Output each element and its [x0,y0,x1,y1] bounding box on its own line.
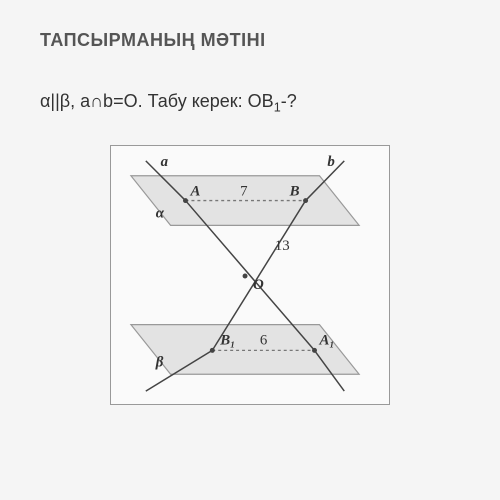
task-heading: ТАПСЫРМАНЫҢ МӘТІНІ [40,30,460,51]
problem-subscript: 1 [274,101,281,115]
svg-text:A: A [189,183,200,199]
svg-text:b: b [327,153,334,169]
svg-text:A₁: A₁ [318,332,334,348]
problem-text-suffix: -? [281,91,297,111]
svg-text:7: 7 [240,183,248,199]
problem-statement: α||β, a∩b=O. Табу керек: OB1-? [40,91,460,115]
svg-text:B₁: B₁ [219,332,235,348]
svg-text:α: α [156,205,165,221]
svg-text:B: B [289,183,300,199]
diagram-container: a b α β A B O B₁ A₁ 7 13 6 [40,145,460,405]
svg-text:6: 6 [260,332,267,348]
svg-text:13: 13 [275,238,290,254]
svg-text:O: O [253,276,264,292]
svg-text:a: a [161,153,169,169]
geometry-diagram: a b α β A B O B₁ A₁ 7 13 6 [110,145,390,405]
svg-text:β: β [155,354,164,370]
problem-text-prefix: α||β, a∩b=O. Табу керек: OB [40,91,274,111]
